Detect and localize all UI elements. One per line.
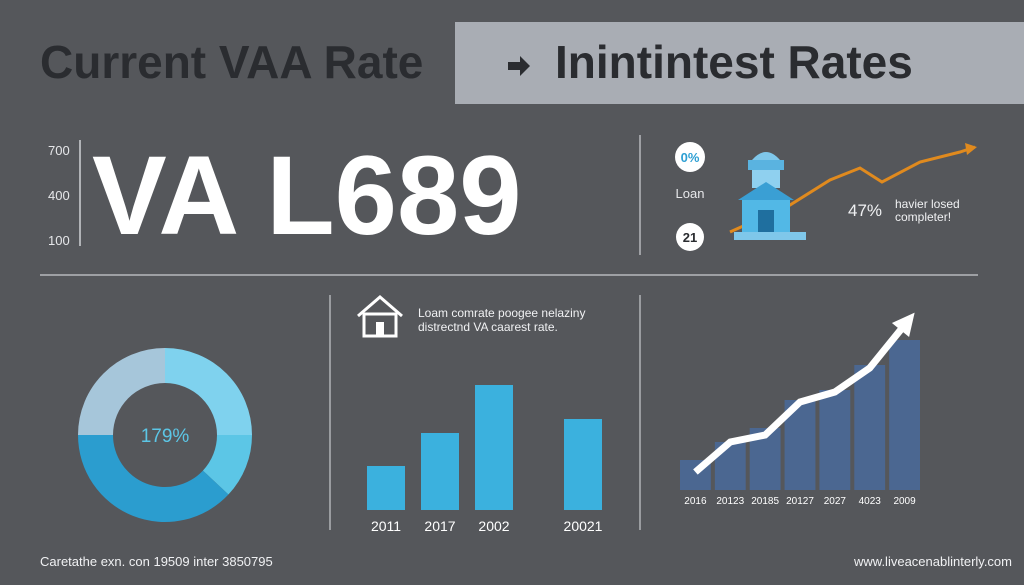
hero-headline: VA L689	[92, 133, 522, 258]
donut-segment	[202, 435, 252, 495]
x-tick-label: 20021	[564, 518, 603, 534]
x-tick-label: 2009	[893, 496, 916, 507]
badge-text: 21	[683, 230, 697, 245]
note: havier losed	[895, 197, 960, 211]
bar	[564, 419, 602, 510]
x-tick-label: 4023	[859, 496, 882, 507]
bar	[421, 433, 459, 510]
title-right: Inintintest Rates	[555, 36, 913, 88]
donut-center-label: 179%	[141, 426, 190, 447]
building-icon	[734, 152, 806, 240]
title-arrow	[508, 56, 530, 76]
x-tick-label: 2017	[424, 518, 455, 534]
bar-note: distrectnd VA caarest rate.	[418, 320, 558, 334]
badge-text: 0%	[681, 150, 700, 165]
x-tick-label: 2016	[684, 496, 707, 507]
bar	[367, 466, 405, 510]
bar	[475, 385, 513, 510]
trend-line	[693, 322, 908, 475]
x-tick-label: 2011	[371, 518, 401, 534]
footer-left: Caretathe exn. con 19509 inter 3850795	[40, 554, 273, 569]
percent-label: 47%	[848, 201, 882, 220]
donut-segment	[165, 348, 252, 435]
title-band	[455, 22, 1024, 104]
bar-note: Loam comrate poogee nelaziny	[418, 306, 585, 320]
x-tick-label: 2002	[478, 518, 509, 534]
hero-axis-label: 700	[48, 143, 70, 158]
badge	[675, 142, 705, 172]
trend-arrow	[891, 312, 915, 337]
bar	[854, 365, 886, 490]
donut-segment	[78, 348, 165, 435]
badge	[676, 223, 704, 251]
hero-axis-label: 400	[48, 188, 70, 203]
x-tick-label: 20127	[786, 496, 814, 507]
house-icon	[357, 295, 403, 338]
trend-arrow	[965, 143, 977, 155]
hero-axis-label: 100	[48, 233, 70, 248]
bar	[819, 390, 851, 490]
note: completer!	[895, 210, 951, 224]
donut-segment	[77, 435, 229, 523]
x-tick-label: 20185	[751, 496, 779, 507]
bar	[889, 340, 920, 490]
footer-right: www.liveacenablinterly.com	[853, 554, 1012, 569]
title-left: Current VAA Rate	[40, 36, 423, 88]
x-tick-label: 20123	[716, 496, 744, 507]
x-tick-label: 2027	[824, 496, 847, 507]
trend-line	[729, 145, 976, 234]
caption: Loan	[676, 186, 705, 201]
